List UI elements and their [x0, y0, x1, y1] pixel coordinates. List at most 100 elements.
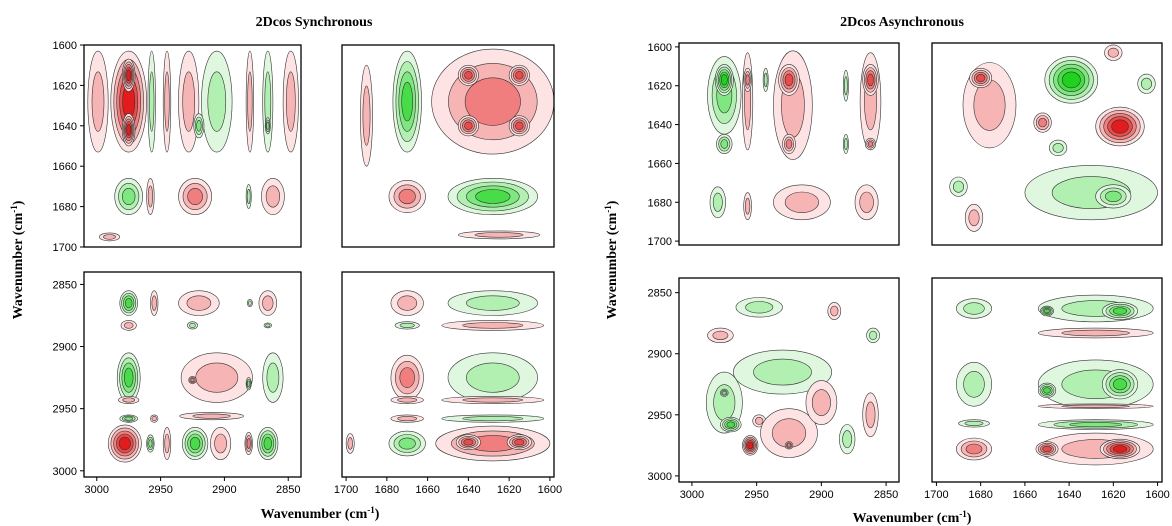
contour-level	[148, 439, 153, 448]
contour-blob	[146, 434, 155, 453]
contour-level	[726, 421, 736, 428]
contour-level	[747, 441, 754, 450]
contour-level	[462, 397, 524, 403]
contour-level	[1069, 422, 1123, 428]
y-tick-label: 1640	[53, 121, 77, 133]
contour-blob	[854, 184, 879, 221]
contour-level	[842, 430, 853, 449]
contour-blob	[707, 327, 734, 344]
contour-level	[246, 438, 251, 449]
contour-blob	[447, 178, 538, 216]
contour-blob	[732, 349, 832, 395]
contour-level	[753, 358, 812, 386]
contour-blob	[457, 230, 541, 240]
contour-blob	[1137, 73, 1156, 94]
contour-blob	[119, 290, 138, 316]
contour-blob	[390, 414, 424, 423]
contour-level	[103, 234, 116, 240]
contour-blob	[146, 178, 155, 216]
contour-level	[401, 81, 414, 122]
contour-level	[187, 188, 203, 206]
contour-level	[465, 295, 520, 311]
y-tick-label: 3000	[648, 471, 672, 483]
y-tick-label: 1600	[648, 42, 672, 54]
contour-level	[474, 232, 524, 238]
x-tick-label: 1620	[1101, 489, 1125, 501]
contour-blob	[866, 327, 880, 344]
contour-blob	[245, 184, 252, 209]
contour-level	[248, 300, 252, 306]
contour-blob	[441, 320, 545, 331]
contour-level	[164, 71, 170, 132]
contour-blob	[178, 50, 200, 153]
contour-blob	[201, 50, 233, 153]
contour-level	[399, 367, 415, 389]
contour-blob	[116, 352, 141, 403]
contour-blob	[390, 395, 424, 404]
x-tick-label: 2850	[276, 484, 300, 496]
contour-blob	[447, 352, 538, 403]
y-tick-label: 1600	[53, 40, 77, 52]
contour-level	[149, 71, 155, 132]
contour-level	[126, 123, 132, 136]
contour-blob	[1037, 327, 1154, 339]
contour-blob	[955, 361, 992, 407]
contour-level	[124, 298, 133, 309]
contour-blob	[1037, 382, 1057, 399]
contour-level	[1111, 119, 1129, 134]
contour-level	[1112, 445, 1128, 453]
contour-level	[397, 295, 418, 311]
contour-blob	[345, 433, 355, 454]
contour-level	[514, 439, 525, 446]
contour-blob	[182, 426, 209, 460]
contour-blob	[119, 414, 138, 423]
x-tick-label: 1680	[968, 489, 992, 501]
contour-blob	[949, 176, 968, 197]
contour-level	[722, 390, 727, 395]
contour-level	[121, 188, 136, 206]
contour-blob	[964, 203, 984, 232]
contour-level	[214, 433, 227, 454]
x-tick-label: 1640	[1057, 489, 1081, 501]
contour-blob	[862, 64, 879, 96]
contour-blob	[390, 290, 424, 316]
contour-blob	[257, 426, 279, 460]
y-tick-label: 2900	[53, 342, 77, 354]
y-tick-label: 1660	[53, 161, 77, 173]
contour-blob	[394, 321, 420, 330]
contour-blob	[114, 178, 143, 216]
x-tick-label: 2950	[744, 489, 768, 501]
contour-level	[399, 322, 415, 328]
y-tick-label: 1620	[53, 80, 77, 92]
contour-blob	[447, 290, 538, 316]
x-tick-label: 2900	[212, 484, 236, 496]
contour-level	[868, 330, 878, 341]
x-tick-label: 1660	[415, 484, 439, 496]
panel-frame	[341, 44, 555, 248]
contour-level	[1112, 307, 1128, 315]
contour-blob	[1095, 106, 1145, 147]
contour-blob	[508, 115, 530, 137]
contour-blob	[827, 302, 842, 320]
sync-xlabel: Wavenumber (cm-1)	[261, 505, 380, 522]
y-tick-label: 2850	[53, 279, 77, 291]
contour-level	[976, 74, 986, 83]
async-xlabel: Wavenumber (cm-1)	[853, 509, 972, 526]
contour-level	[465, 362, 520, 393]
panel-frame	[341, 271, 555, 478]
contour-level	[844, 138, 848, 151]
sync-figure: 2Dcos Synchronous Wavenumber (cm-1) Wave…	[9, 15, 562, 522]
contour-level	[246, 189, 251, 205]
contour-blob	[258, 290, 277, 316]
y-tick-label: 2900	[648, 349, 672, 361]
contour-level	[123, 367, 134, 388]
contour-blob	[150, 414, 159, 423]
contour-level	[786, 443, 792, 448]
contour-blob	[1033, 112, 1052, 133]
x-tick-label: 1620	[497, 484, 521, 496]
contour-blob	[805, 380, 838, 425]
contour-level	[265, 323, 271, 328]
contour-level	[1042, 445, 1052, 453]
contour-level	[192, 413, 231, 419]
contour-blob	[1035, 441, 1059, 457]
